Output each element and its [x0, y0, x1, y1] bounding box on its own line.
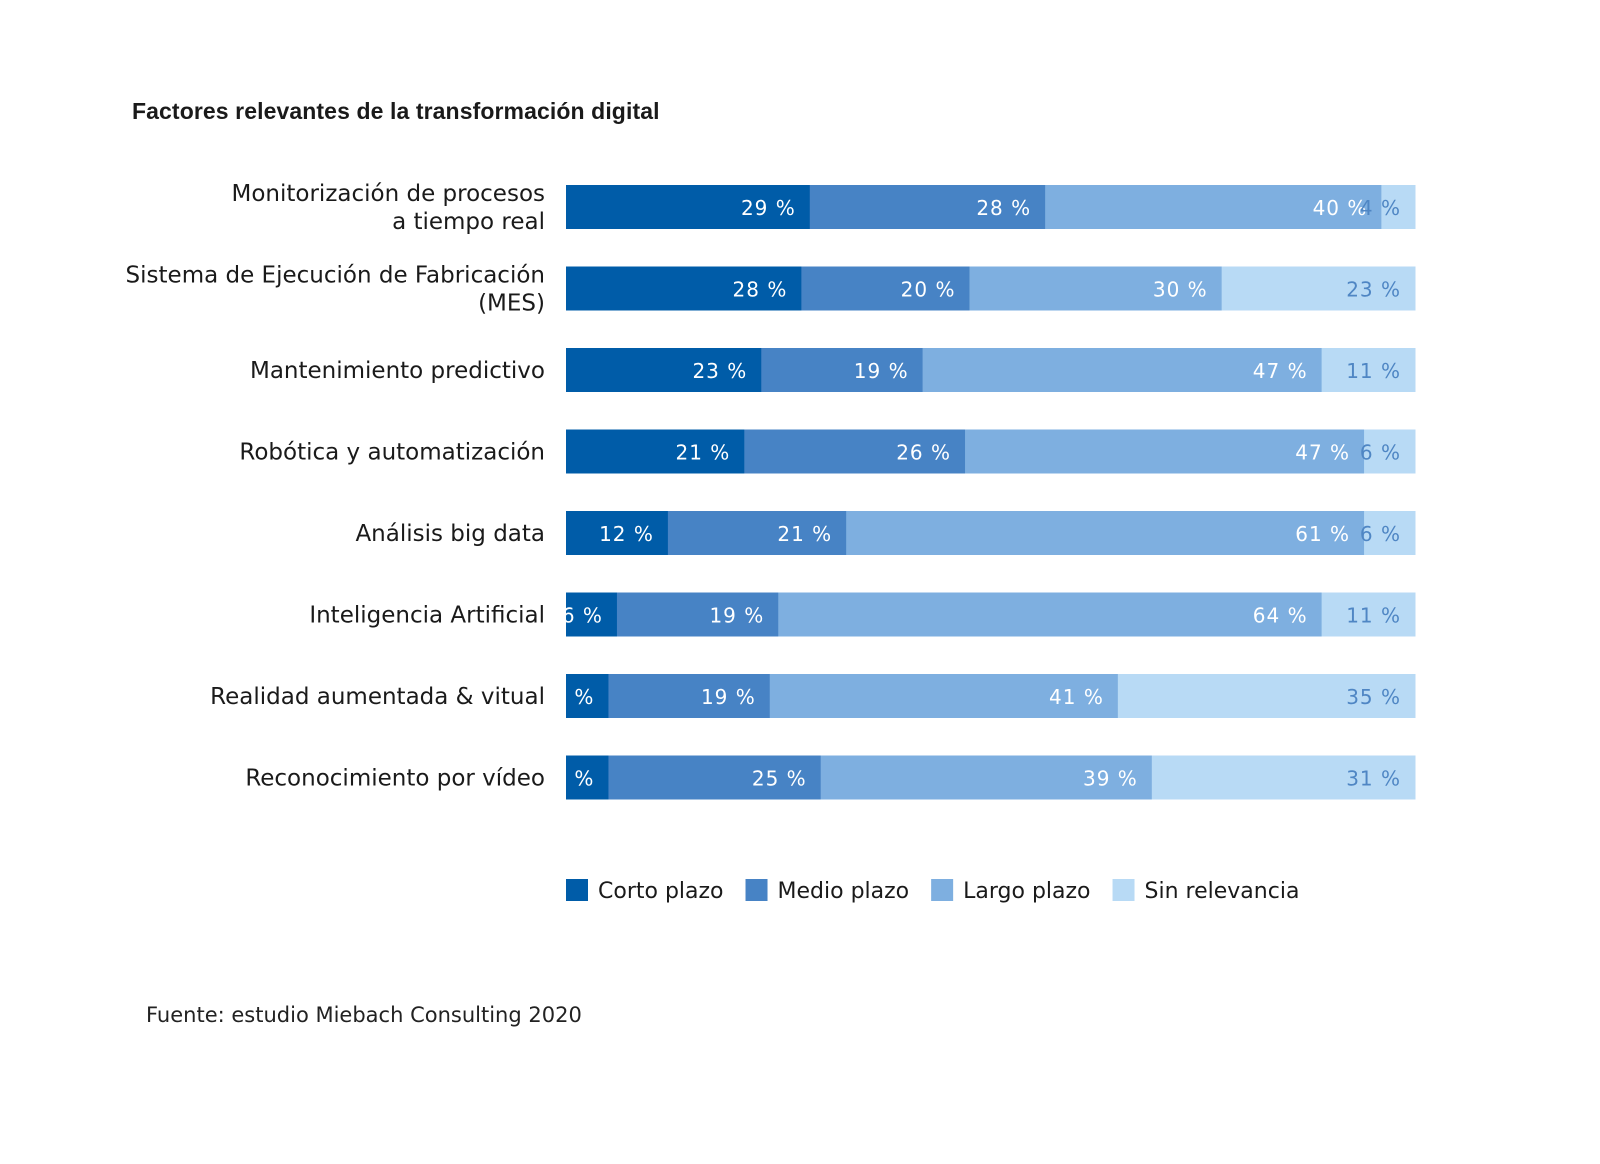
category-label-line: Análisis big data — [355, 521, 545, 547]
category-label-line: Monitorización de procesos — [232, 181, 546, 207]
data-label: 6 % — [562, 604, 603, 628]
bar-segment-medio-plazo — [667, 511, 847, 555]
bar-segment-corto-plazo — [566, 266, 802, 311]
bar-segment-corto-plazo — [566, 674, 609, 718]
data-label: 23 % — [692, 359, 747, 383]
bar-segment-medio-plazo — [608, 674, 771, 718]
bar-segment-sin-relevancia — [1151, 755, 1416, 800]
bar-segment-sin-relevancia — [1381, 185, 1416, 229]
bar-segment-sin-relevancia — [1364, 511, 1416, 555]
category-label-line: Robótica y automatización — [239, 440, 545, 466]
bar-segment-medio-plazo — [608, 755, 822, 800]
data-label: 20 % — [901, 278, 956, 302]
bar-segment-largo-plazo — [820, 755, 1153, 800]
data-label: 21 % — [675, 441, 730, 465]
bar-segment-corto-plazo — [566, 429, 745, 474]
category-label: Robótica y automatización — [239, 440, 545, 466]
data-label: 11 % — [1346, 359, 1401, 383]
category-label: Sistema de Ejecución de Fabricación (MES) — [126, 263, 545, 317]
data-label: 11 % — [1346, 604, 1401, 628]
category-label: Realidad aumentada & vitual — [210, 684, 545, 710]
data-label: 19 % — [709, 604, 764, 628]
category-label-line: Realidad aumentada & vitual — [210, 684, 545, 710]
category-label: Mantenimiento predictivo — [250, 358, 545, 384]
data-label: 61 % — [1295, 522, 1350, 546]
data-label: 47 % — [1295, 441, 1350, 465]
data-label: 6 % — [1360, 522, 1401, 546]
data-label: 64 % — [1253, 604, 1308, 628]
data-label: 5 % — [553, 685, 594, 709]
bar-segment-medio-plazo — [616, 592, 779, 637]
category-label: Reconocimiento por vídeo — [245, 766, 545, 792]
bar-segment-corto-plazo — [566, 348, 762, 392]
chart-title: Factores relevantes de la transformación… — [132, 98, 660, 124]
bar-segment-largo-plazo — [769, 674, 1119, 718]
category-label-line: Sistema de Ejecución de Fabricación — [126, 263, 545, 289]
bar-segment-sin-relevancia — [1321, 592, 1416, 637]
category-label-line: Mantenimiento predictivo — [250, 358, 545, 384]
bar-segment-largo-plazo — [965, 429, 1365, 474]
data-label: 19 % — [701, 685, 756, 709]
data-label: 29 % — [741, 196, 796, 220]
bar-segment-largo-plazo — [1045, 185, 1382, 229]
legend-label: Corto plazo — [598, 879, 724, 904]
category-label-line: Reconocimiento por vídeo — [245, 766, 545, 792]
data-label: 6 % — [1360, 441, 1401, 465]
data-label: 39 % — [1083, 767, 1138, 791]
bar-segment-corto-plazo — [566, 511, 669, 555]
data-label: 5 % — [553, 767, 594, 791]
category-label-line: Inteligencia Artificial — [309, 603, 545, 629]
bar-segment-sin-relevancia — [1221, 266, 1416, 311]
data-label: 31 % — [1346, 767, 1401, 791]
legend-swatch — [1112, 879, 1135, 901]
data-label: 28 % — [733, 278, 788, 302]
data-label: 28 % — [976, 196, 1031, 220]
category-label: Inteligencia Artificial — [309, 603, 545, 629]
bar-segment-largo-plazo — [922, 348, 1323, 392]
data-label: 47 % — [1253, 359, 1308, 383]
bar-segment-medio-plazo — [801, 266, 970, 311]
category-label-line: (MES) — [478, 291, 545, 317]
data-label: 4 % — [1360, 196, 1401, 220]
data-label: 30 % — [1153, 278, 1208, 302]
data-label: 19 % — [854, 359, 909, 383]
data-label: 23 % — [1346, 278, 1401, 302]
bar-segment-sin-relevancia — [1117, 674, 1416, 718]
bar-segment-corto-plazo — [566, 185, 811, 229]
data-label: 25 % — [752, 767, 807, 791]
legend-swatch — [566, 879, 588, 901]
legend-label: Sin relevancia — [1145, 879, 1300, 904]
bar-segment-corto-plazo — [566, 592, 618, 637]
category-label-line: a tiempo real — [392, 209, 545, 235]
source-note: Fuente: estudio Miebach Consulting 2020 — [146, 1003, 582, 1027]
legend-label: Medio plazo — [778, 879, 910, 904]
category-label: Análisis big data — [355, 521, 545, 547]
bar-segment-medio-plazo — [744, 429, 966, 474]
category-label: Monitorización de procesos a tiempo real — [232, 181, 546, 235]
legend-swatch — [745, 879, 768, 901]
bar-segment-sin-relevancia — [1364, 429, 1416, 474]
bar-segment-largo-plazo — [778, 592, 1323, 637]
data-label: 26 % — [896, 441, 951, 465]
bar-segment-largo-plazo — [846, 511, 1365, 555]
bar-segment-medio-plazo — [761, 348, 924, 392]
legend-label: Largo plazo — [963, 879, 1090, 904]
data-label: 12 % — [599, 522, 654, 546]
bar-segment-medio-plazo — [809, 185, 1046, 229]
bar-segment-largo-plazo — [969, 266, 1223, 311]
bar-segment-corto-plazo — [566, 755, 609, 800]
legend-swatch — [931, 879, 954, 901]
data-label: 21 % — [777, 522, 832, 546]
bar-segment-sin-relevancia — [1321, 348, 1416, 392]
data-label: 35 % — [1346, 685, 1401, 709]
data-label: 40 % — [1313, 196, 1368, 220]
data-label: 41 % — [1049, 685, 1104, 709]
